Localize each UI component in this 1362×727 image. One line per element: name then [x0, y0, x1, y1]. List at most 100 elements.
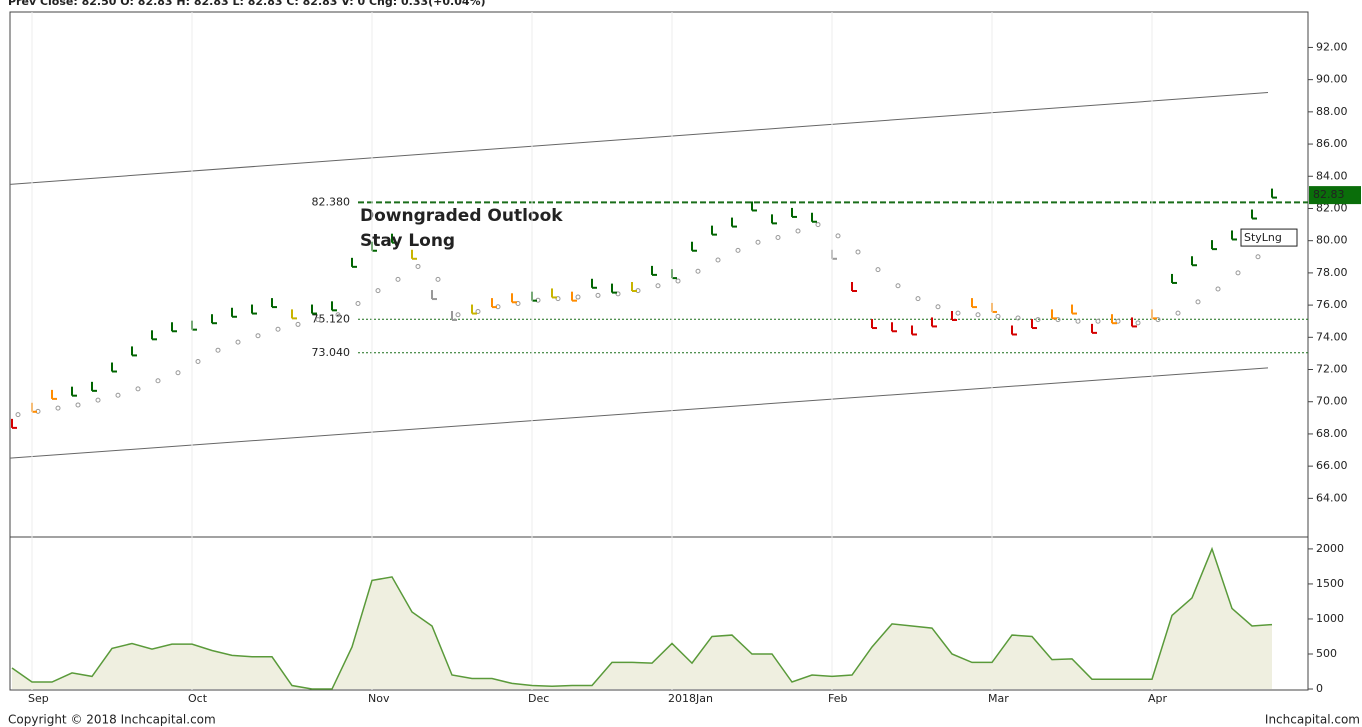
price-bar [1211, 240, 1217, 251]
level-label: 82.380 [312, 195, 351, 208]
sar-dot [975, 312, 981, 318]
y-tick-label: 68.00 [1316, 427, 1348, 440]
sar-dot [215, 347, 221, 353]
sar-dot [615, 291, 621, 297]
sar-dot [295, 321, 301, 327]
price-bar [1251, 209, 1257, 220]
sar-dot [95, 397, 101, 403]
sar-dot [275, 326, 281, 332]
sar-dot [715, 257, 721, 263]
price-bar [251, 304, 257, 315]
sar-dot [1115, 318, 1121, 324]
x-tick-label: 2018Jan [668, 692, 713, 705]
signal-box [1240, 228, 1298, 247]
sar-dot [1095, 318, 1101, 324]
x-tick-label: Nov [368, 692, 390, 705]
price-bar [91, 381, 97, 392]
sar-dot [575, 294, 581, 300]
sar-dot [135, 386, 141, 392]
y-tick-label: 1500 [1316, 577, 1344, 590]
price-bar [1011, 325, 1017, 336]
price-bar [11, 418, 17, 429]
copyright: Copyright © 2018 Inchcapital.com [8, 713, 216, 727]
sar-dot [955, 310, 961, 316]
price-bar [851, 281, 857, 292]
y-tick-label: 86.00 [1316, 137, 1348, 150]
volume-line [11, 546, 1273, 690]
price-bar [711, 225, 717, 236]
y-tick-label: 92.00 [1316, 40, 1348, 53]
price-bar [271, 298, 277, 309]
y-tick-label: 76.00 [1316, 298, 1348, 311]
sar-dot [475, 309, 481, 315]
sar-dot [555, 296, 561, 302]
price-bar [471, 304, 477, 315]
sar-dot [1195, 299, 1201, 305]
sar-dot [655, 283, 661, 289]
sar-dot [75, 402, 81, 408]
sar-dot [1255, 254, 1261, 260]
price-bar [1271, 188, 1277, 199]
sar-dot [835, 233, 841, 239]
sar-dot [55, 405, 61, 411]
y-tick-label: 80.00 [1316, 234, 1348, 247]
x-tick-label: Sep [28, 692, 49, 705]
price-bar [631, 281, 637, 292]
price-bar [151, 330, 157, 341]
price-bar [211, 314, 217, 325]
x-tick-label: Feb [828, 692, 847, 705]
y-tick-label: 82.00 [1316, 201, 1348, 214]
price-bar [411, 249, 417, 260]
sar-dot [915, 296, 921, 302]
x-tick-label: Dec [528, 692, 549, 705]
sar-dot [1015, 315, 1021, 321]
price-bar [971, 298, 977, 309]
price-bar [1231, 230, 1237, 241]
price-bar [351, 257, 357, 268]
annotation: Stay Long [360, 231, 455, 251]
sar-dot [395, 276, 401, 282]
price-bar [691, 241, 697, 252]
price-bar [751, 201, 757, 212]
level-label: 73.040 [312, 346, 351, 359]
sar-dot [455, 312, 461, 318]
sar-dot [1035, 317, 1041, 323]
price-bar [51, 389, 57, 400]
volume-area [12, 548, 1272, 690]
y-tick-label: 500 [1316, 647, 1337, 660]
price-bar [311, 304, 317, 315]
sar-dot [595, 292, 601, 298]
price-bar [71, 386, 77, 397]
y-tick-label: 70.00 [1316, 395, 1348, 408]
price-bar [1131, 317, 1137, 328]
sar-dot [175, 370, 181, 376]
price-bar [731, 217, 737, 228]
sar-dot [1215, 286, 1221, 292]
x-tick-label: Oct [188, 692, 208, 705]
price-bar [1111, 314, 1117, 325]
price-bar [171, 322, 177, 333]
price-bar [811, 212, 817, 223]
y-tick-label: 0 [1316, 682, 1323, 695]
sar-dot [435, 276, 441, 282]
price-bar [391, 233, 397, 244]
price-bar [651, 265, 657, 276]
price-bar [231, 307, 237, 318]
sar-dot [735, 247, 741, 253]
price-bar [1051, 309, 1057, 320]
sar-dot [235, 339, 241, 345]
sar-dot [1055, 317, 1061, 323]
sar-dot [1135, 320, 1141, 326]
sar-dot [1075, 318, 1081, 324]
annotation: Downgraded Outlook [360, 206, 563, 226]
sar-dot [755, 239, 761, 245]
sar-dot [775, 234, 781, 240]
sar-dot [515, 300, 521, 306]
level-label: 75.120 [312, 312, 351, 325]
sar-dot [255, 333, 261, 339]
price-bar [1191, 256, 1197, 267]
last-price-box [1309, 186, 1361, 205]
sar-dot [115, 392, 121, 398]
sar-dot [375, 288, 381, 294]
sar-dot [995, 313, 1001, 319]
